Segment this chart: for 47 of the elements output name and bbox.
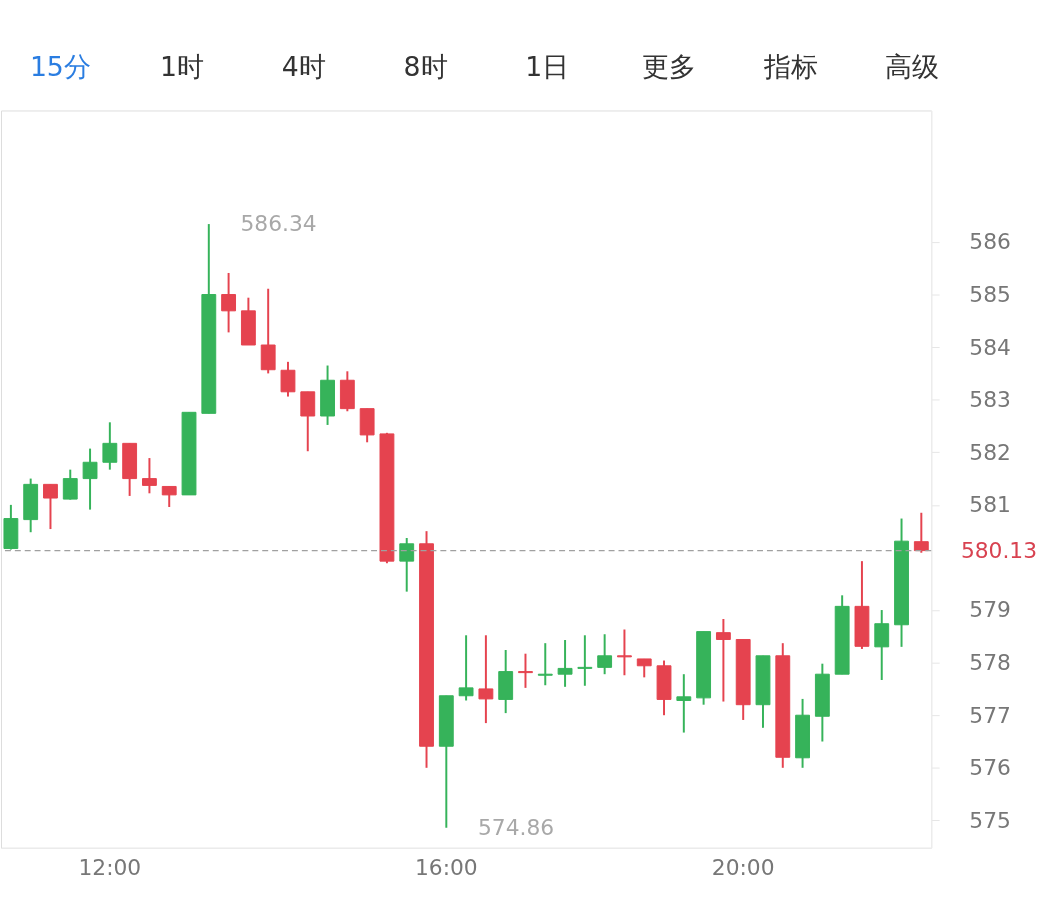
- annotation: 574.86: [477, 814, 555, 840]
- candlestick: [913, 511, 929, 554]
- y-tick-label: 576: [969, 755, 1011, 781]
- candlestick: [82, 447, 98, 511]
- y-tick-label: 584: [969, 334, 1011, 360]
- text: 8时: [403, 50, 448, 82]
- candlestick: [537, 642, 553, 687]
- y-tick-label: 586: [969, 229, 1011, 255]
- y-tick-label: 585: [969, 281, 1011, 307]
- ref-line-label: 580.13: [960, 537, 1038, 563]
- candlestick: [676, 673, 692, 734]
- candlestick: [102, 421, 118, 471]
- candlestick: [874, 609, 890, 681]
- candlestick: [636, 657, 652, 679]
- text: 1时: [160, 50, 205, 82]
- y-tick-label: 578: [969, 650, 1011, 676]
- x-tick-label: 20:00: [711, 854, 775, 880]
- x-tick-label: 12:00: [78, 854, 142, 880]
- text: 4时: [281, 50, 326, 82]
- candlestick: [221, 271, 237, 334]
- candlestick: [43, 483, 58, 531]
- candlestick: [399, 537, 415, 593]
- y-tick-label: 575: [969, 807, 1011, 833]
- y-tick-label: 583: [969, 387, 1011, 413]
- y-tick-label: 582: [969, 439, 1011, 465]
- y-tick-label: 577: [969, 702, 1011, 728]
- y-tick-label: 581: [969, 492, 1011, 518]
- candlestick: [617, 628, 632, 677]
- candlestick: [458, 634, 474, 702]
- candlestick: [62, 468, 78, 501]
- candlestick: [142, 457, 157, 495]
- candlestick: [557, 639, 573, 688]
- y-tick-label: 579: [969, 597, 1011, 623]
- text: 1日: [525, 50, 570, 82]
- text: 15分: [29, 50, 91, 82]
- text: 更多: [641, 50, 696, 82]
- candlestick: [161, 485, 177, 508]
- candlestick: [280, 360, 296, 398]
- text: 指标: [762, 50, 818, 82]
- candlestick: [597, 633, 613, 676]
- candlestick: [715, 617, 731, 703]
- annotation: 586.34: [240, 210, 317, 236]
- candlestick: [478, 634, 494, 725]
- candlestick: [518, 652, 533, 689]
- candlestick: [577, 634, 593, 687]
- text: 高级: [885, 50, 940, 82]
- x-tick-label: 16:00: [414, 854, 478, 880]
